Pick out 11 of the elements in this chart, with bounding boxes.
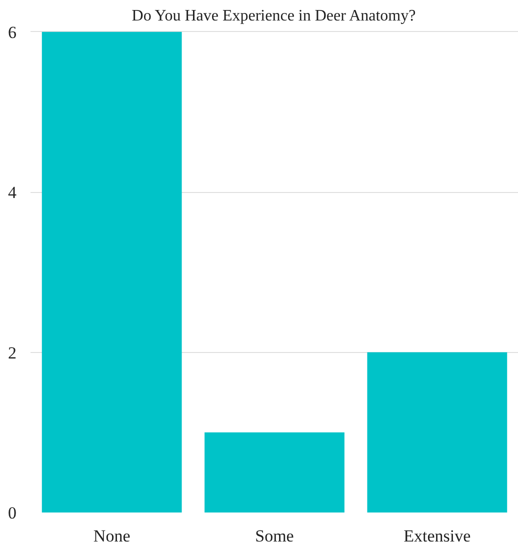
- chart-title: Do You Have Experience in Deer Anatomy?: [132, 8, 416, 24]
- y-tick-label: 6: [8, 22, 16, 42]
- bar: [204, 432, 344, 512]
- bar: [367, 352, 508, 512]
- x-tick-label: Extensive: [404, 526, 471, 546]
- bar: [42, 32, 182, 512]
- y-tick-label: 4: [8, 183, 17, 202]
- x-tick-label: Some: [255, 526, 294, 546]
- x-tick-label: None: [93, 526, 130, 546]
- y-tick-label: 2: [8, 343, 16, 362]
- y-tick-label: 0: [8, 504, 16, 522]
